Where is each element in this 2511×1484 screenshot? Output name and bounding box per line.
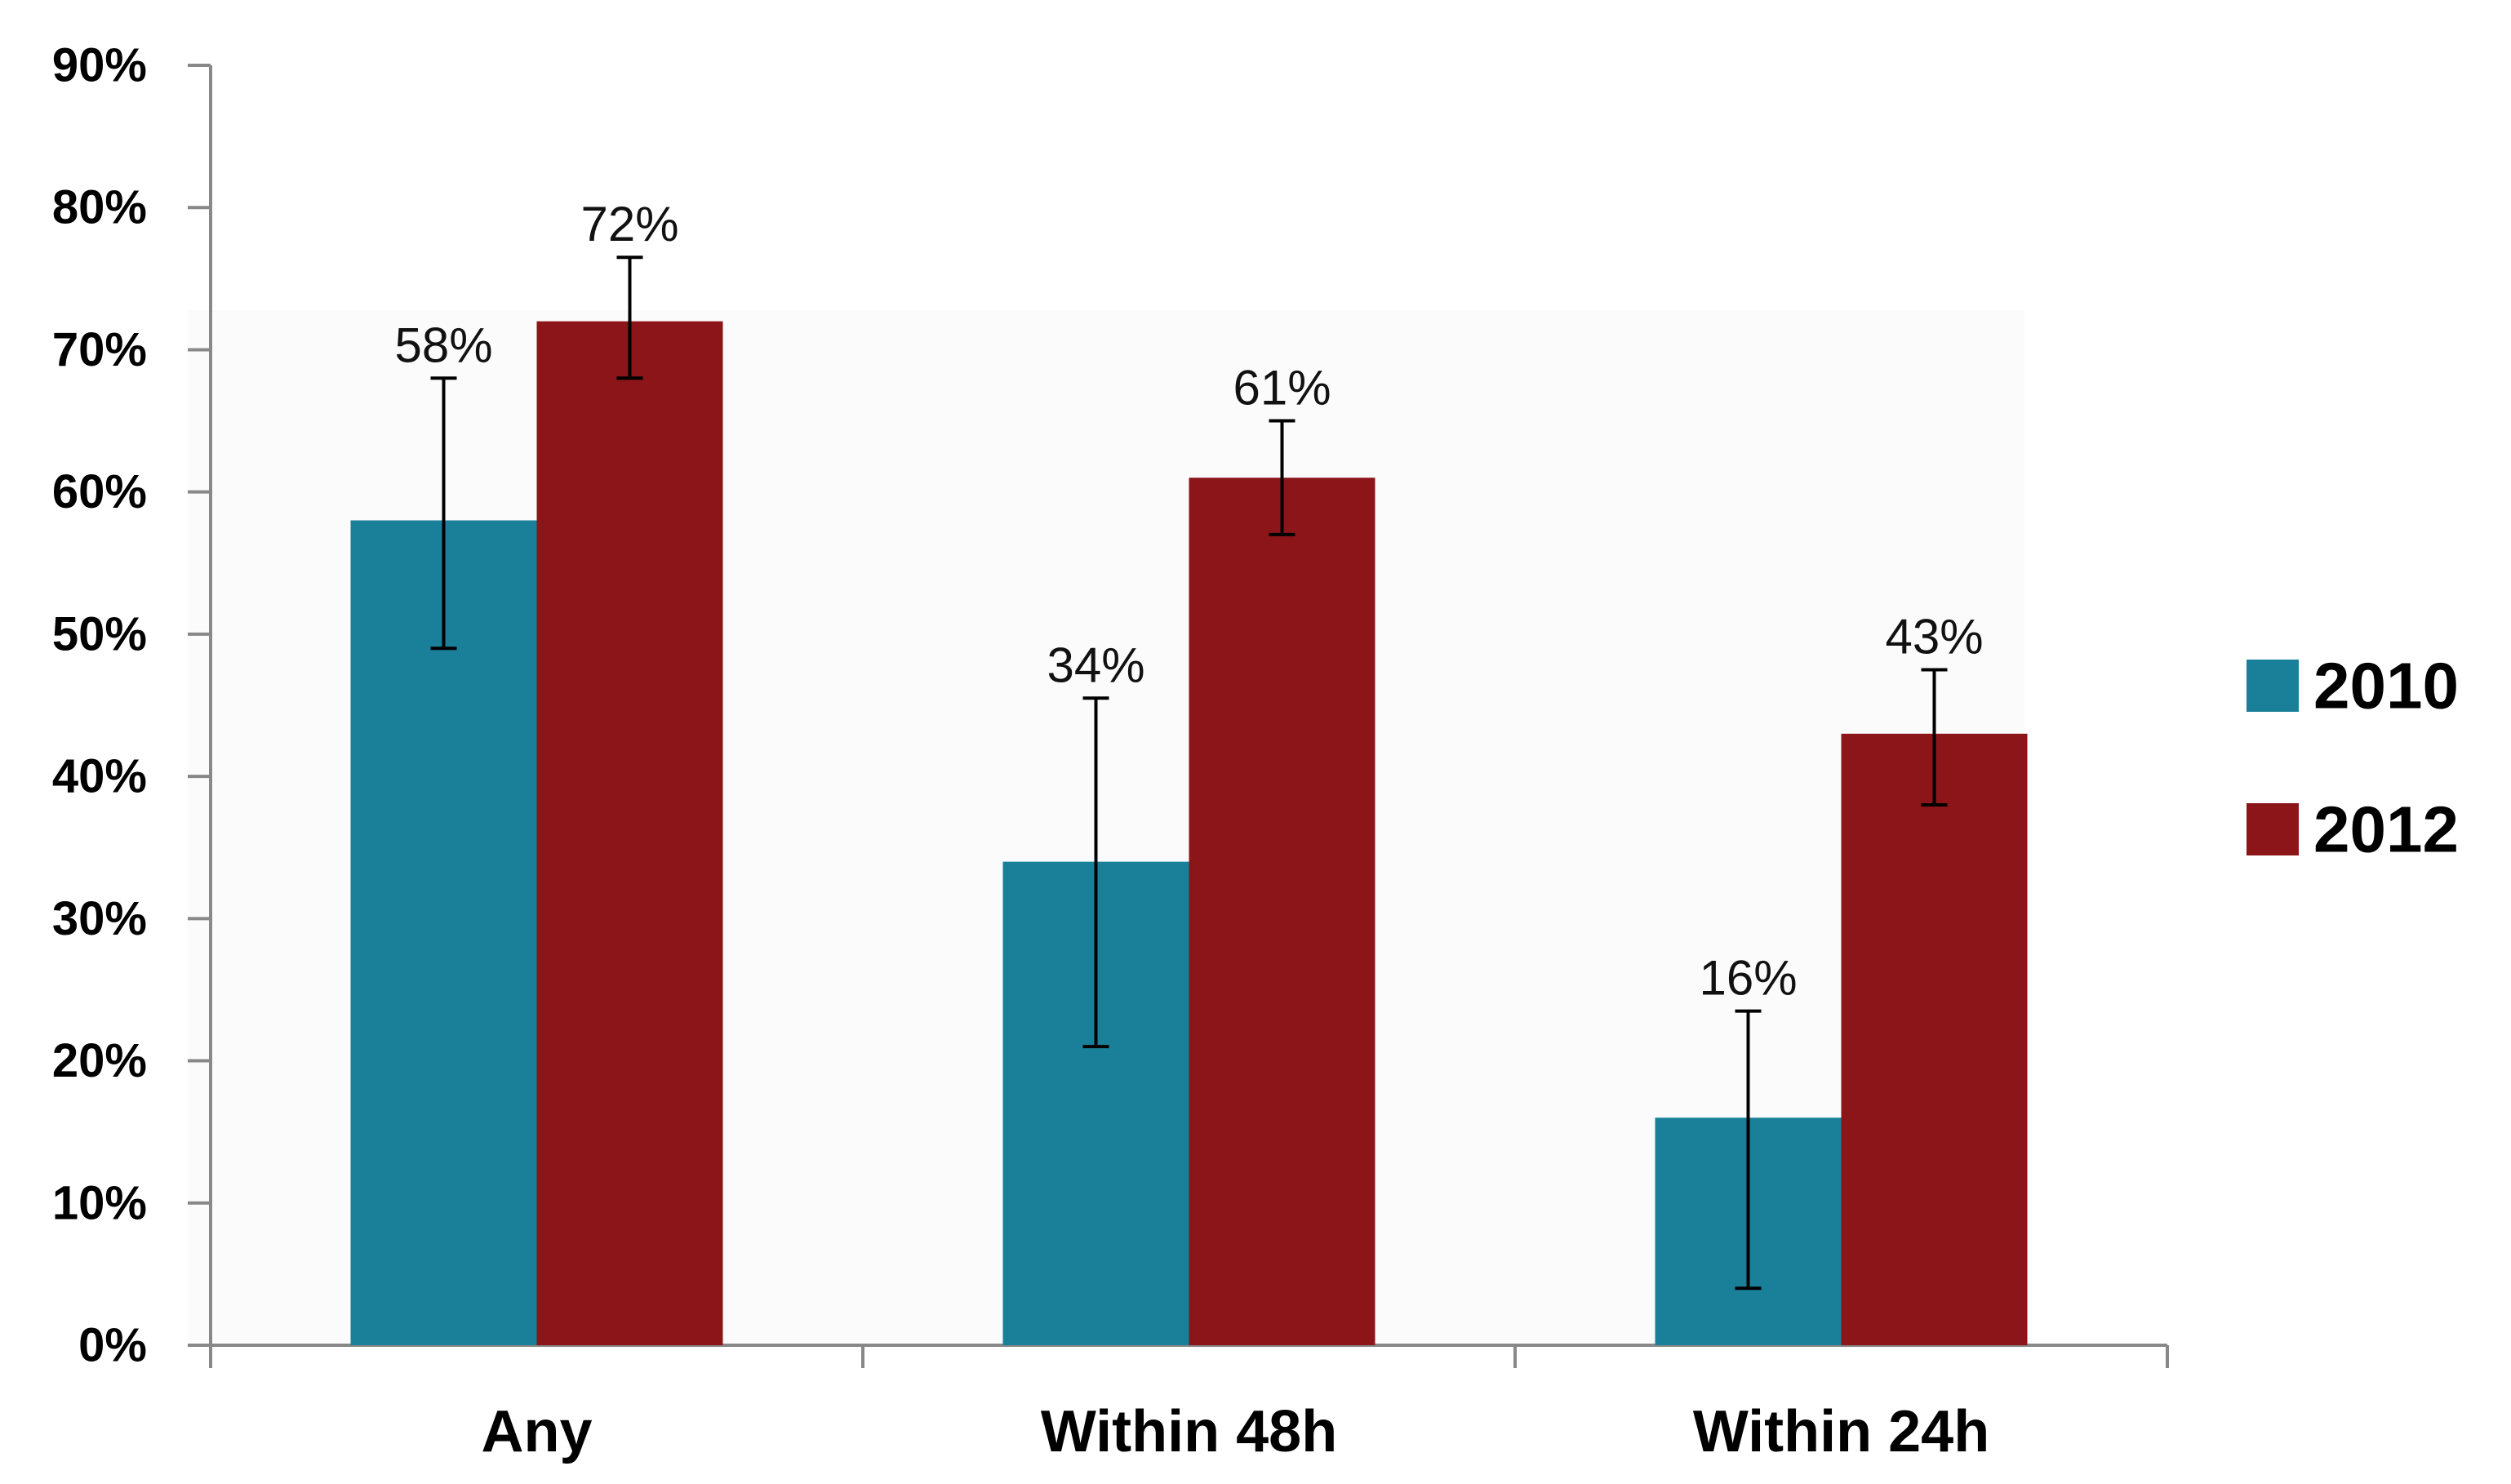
- data-label: 72%: [580, 197, 678, 251]
- data-labels: 58% 34% 16% 72% 61% 43%: [394, 197, 1983, 1005]
- data-label: 16%: [1699, 951, 1797, 1006]
- bars: [350, 321, 2028, 1346]
- bar: [350, 520, 537, 1345]
- bar: [1841, 733, 2028, 1345]
- x-tick-label: Within 48h: [1041, 1399, 1337, 1464]
- y-tick-label: 0%: [78, 1319, 147, 1372]
- bar: [536, 321, 723, 1346]
- bar: [1189, 478, 1375, 1346]
- x-tick-label: Within 24h: [1693, 1399, 1989, 1464]
- legend-swatch: [2247, 803, 2299, 855]
- y-tick-label: 20%: [52, 1034, 147, 1087]
- y-tick-label: 80%: [52, 181, 147, 234]
- y-tick-label: 30%: [52, 892, 147, 945]
- y-tick-label: 70%: [52, 323, 147, 376]
- legend-label: 2012: [2313, 793, 2459, 866]
- data-label: 43%: [1885, 609, 1983, 664]
- y-tick-label: 50%: [52, 607, 147, 660]
- x-tick-label: Any: [481, 1399, 592, 1464]
- y-tick-label: 10%: [52, 1176, 147, 1229]
- data-label: 61%: [1233, 361, 1331, 415]
- data-label: 34%: [1047, 638, 1144, 692]
- y-tick-label: 90%: [52, 39, 147, 92]
- legend: 2010 2012: [2247, 650, 2459, 866]
- legend-label: 2010: [2313, 650, 2459, 722]
- error-bars: [430, 255, 1948, 1291]
- legend-swatch: [2247, 660, 2299, 712]
- y-tick-label: 40%: [52, 750, 147, 803]
- data-label: 58%: [394, 318, 492, 372]
- y-tick-label: 60%: [52, 465, 147, 518]
